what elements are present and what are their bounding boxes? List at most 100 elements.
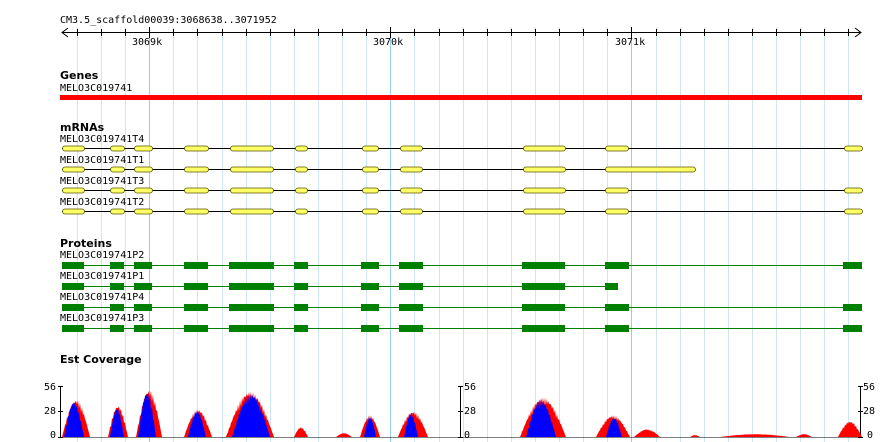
mrna-exon-t4[interactable] [605,145,629,152]
mrna-exon-t4[interactable] [362,145,379,152]
mrna-exon-t3[interactable] [230,187,274,194]
mrna-exon-t4[interactable] [844,145,863,152]
protein-block-p2[interactable] [110,262,124,269]
mrna-exon-t2[interactable] [110,208,125,215]
mrna-exon-t3[interactable] [605,187,629,194]
protein-block-p4[interactable] [361,304,379,311]
protein-block-p3[interactable] [294,325,308,332]
protein-label-p4[interactable]: MELO3C019741P4 [60,292,145,303]
protein-block-p4[interactable] [229,304,274,311]
protein-block-p1[interactable] [522,283,565,290]
mrna-exon-t1[interactable] [110,166,125,173]
protein-block-p1[interactable] [62,283,84,290]
mrna-exon-t4[interactable] [230,145,274,152]
mrna-exon-t3[interactable] [184,187,209,194]
mrna-exon-t2[interactable] [62,208,85,215]
mrna-exon-t2[interactable] [230,208,274,215]
mrna-exon-t4[interactable] [62,145,85,152]
mrna-exon-t1[interactable] [295,166,308,173]
mrna-exon-t3[interactable] [110,187,125,194]
mrna-exon-t3[interactable] [523,187,566,194]
ruler-tick-3071k: 3071k [615,37,646,48]
mrna-exon-t1[interactable] [230,166,274,173]
protein-block-p3[interactable] [134,325,152,332]
protein-block-p1[interactable] [605,283,618,290]
mrna-label-t1[interactable]: MELO3C019741T1 [60,155,145,166]
protein-block-p2[interactable] [605,262,629,269]
mrna-exon-t3[interactable] [362,187,379,194]
protein-block-p3[interactable] [110,325,124,332]
mrna-label-t2[interactable]: MELO3C019741T2 [60,197,145,208]
protein-block-p1[interactable] [399,283,423,290]
mrna-exon-t1[interactable] [362,166,379,173]
protein-block-p4[interactable] [605,304,629,311]
protein-label-p3[interactable]: MELO3C019741P3 [60,313,145,324]
protein-label-p1[interactable]: MELO3C019741P1 [60,271,145,282]
protein-block-p1[interactable] [184,283,208,290]
mrna-exon-t4[interactable] [134,145,153,152]
protein-block-p4[interactable] [110,304,124,311]
mrna-exon-t2[interactable] [605,208,629,215]
protein-block-p4[interactable] [184,304,208,311]
mrna-exon-t4[interactable] [184,145,209,152]
protein-block-p3[interactable] [361,325,379,332]
protein-block-p2[interactable] [184,262,208,269]
mrna-label-t4[interactable]: MELO3C019741T4 [60,134,145,145]
protein-block-p3[interactable] [399,325,423,332]
protein-block-p3[interactable] [62,325,84,332]
mrna-exon-t3[interactable] [295,187,308,194]
mrna-exon-t1[interactable] [184,166,209,173]
protein-block-p2[interactable] [522,262,565,269]
mrna-exon-t2[interactable] [362,208,379,215]
mrna-exon-t2[interactable] [844,208,863,215]
mrna-exon-t3[interactable] [844,187,863,194]
mrna-exon-t1[interactable] [523,166,566,173]
mrna-exon-t2[interactable] [295,208,308,215]
protein-block-p4[interactable] [843,304,862,311]
protein-block-p3[interactable] [522,325,565,332]
gene-label[interactable]: MELO3C019741 [60,83,133,94]
mrna-label-t3[interactable]: MELO3C019741T3 [60,176,145,187]
mrna-exon-t2[interactable] [523,208,566,215]
protein-label-p2[interactable]: MELO3C019741P2 [60,250,145,261]
protein-block-p3[interactable] [843,325,862,332]
protein-block-p4[interactable] [134,304,152,311]
protein-block-p1[interactable] [229,283,274,290]
mrna-exon-t2[interactable] [400,208,423,215]
protein-block-p2[interactable] [294,262,308,269]
protein-block-p2[interactable] [843,262,862,269]
protein-block-p3[interactable] [605,325,629,332]
protein-block-p1[interactable] [361,283,379,290]
protein-block-p4[interactable] [62,304,84,311]
mrna-exon-t1[interactable] [400,166,423,173]
mrna-exon-t3[interactable] [400,187,423,194]
protein-block-p4[interactable] [399,304,423,311]
mrna-exon-t1[interactable] [605,166,696,173]
mrna-exon-t4[interactable] [110,145,125,152]
protein-block-p2[interactable] [399,262,423,269]
mrna-exon-t3[interactable] [134,187,153,194]
protein-block-p2[interactable] [62,262,84,269]
mrna-exon-t4[interactable] [295,145,308,152]
mrna-exon-t1[interactable] [134,166,153,173]
protein-block-p1[interactable] [110,283,124,290]
coverage-peak-forward [336,433,352,437]
coverage-peak-forward [294,427,308,437]
mrna-exon-t2[interactable] [134,208,153,215]
protein-block-p1[interactable] [134,283,152,290]
protein-block-p2[interactable] [134,262,152,269]
mrna-exon-t3[interactable] [62,187,85,194]
protein-block-p2[interactable] [229,262,274,269]
protein-block-p4[interactable] [294,304,308,311]
mrna-exon-t4[interactable] [523,145,566,152]
coverage-scale-mid-left: 28 [44,406,57,417]
mrna-exon-t2[interactable] [184,208,209,215]
mrna-exon-t1[interactable] [62,166,85,173]
protein-block-p1[interactable] [294,283,308,290]
protein-block-p4[interactable] [522,304,565,311]
protein-block-p2[interactable] [361,262,379,269]
protein-block-p3[interactable] [184,325,208,332]
mrna-exon-t4[interactable] [400,145,423,152]
gene-bar[interactable] [60,95,862,100]
protein-block-p3[interactable] [229,325,274,332]
